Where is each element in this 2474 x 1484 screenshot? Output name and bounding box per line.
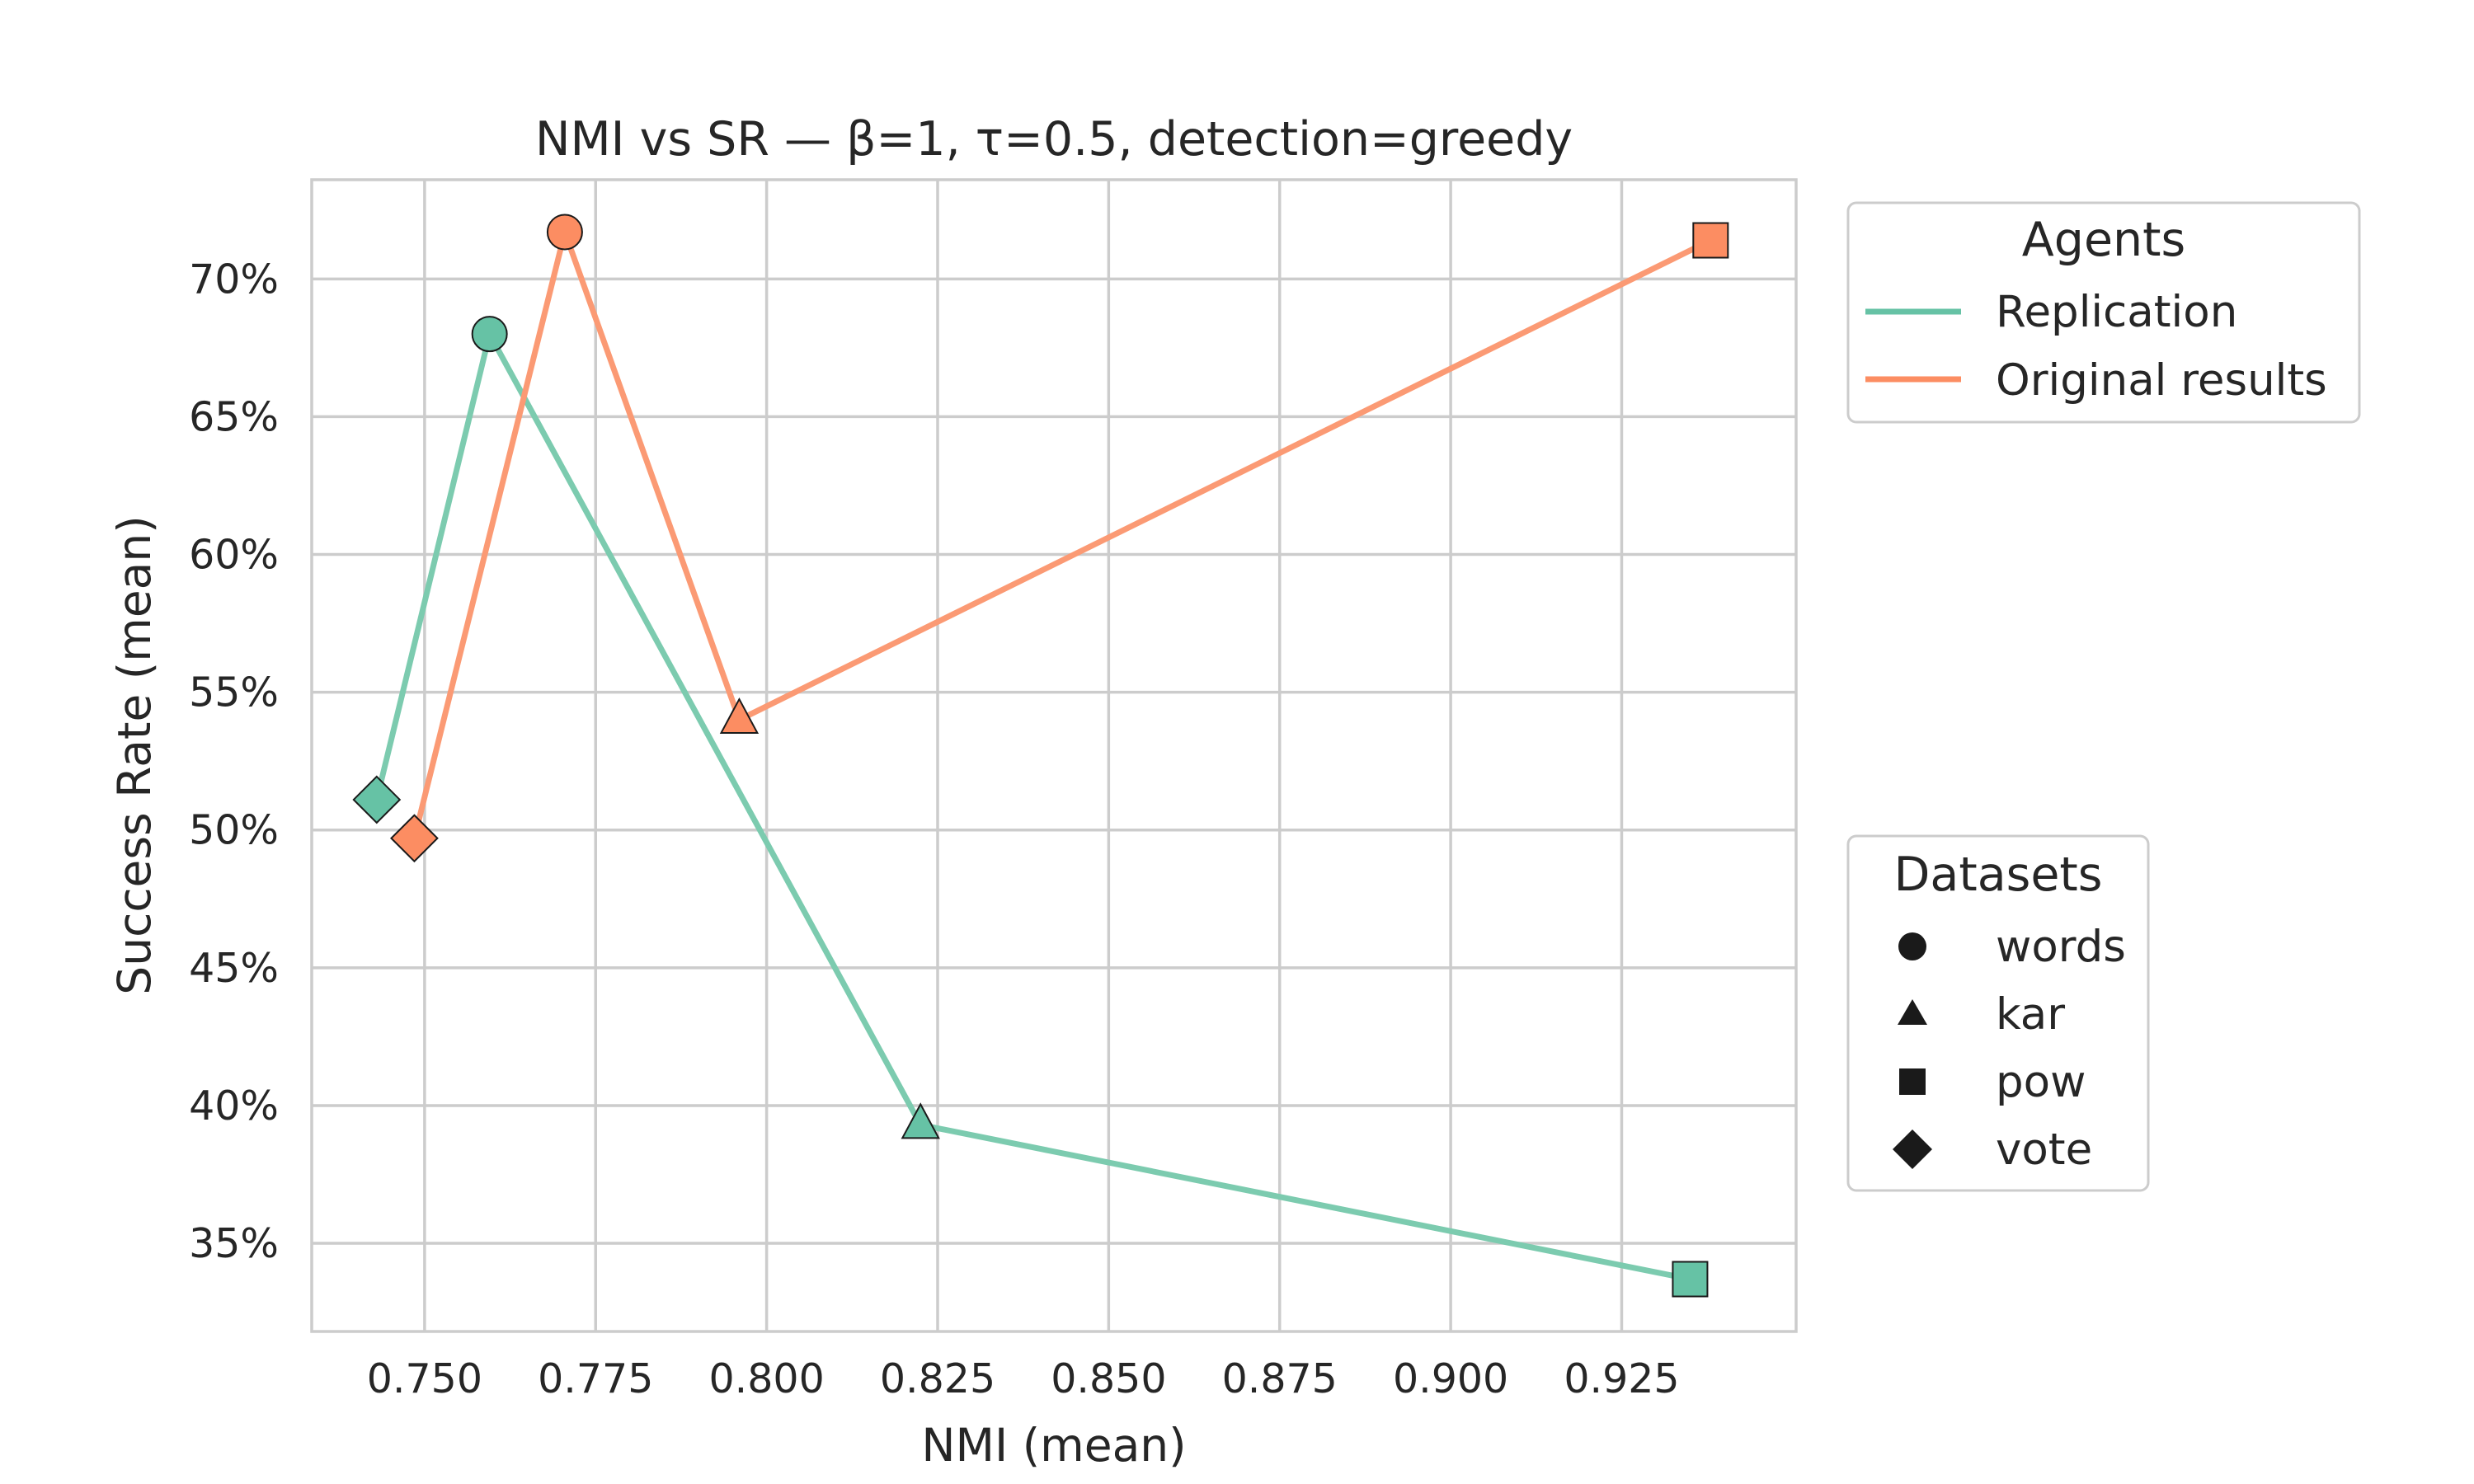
x-tick-label: 0.925 (1564, 1355, 1679, 1402)
legend-original-label: Original results (1996, 355, 2327, 406)
legend-agents-title: Agents (2022, 213, 2185, 267)
legend-agents: Agents Replication Original results (1846, 201, 2361, 424)
legend-diamond-marker (1893, 1129, 1932, 1169)
grid (312, 180, 1796, 1331)
y-tick-label: 60% (189, 532, 279, 579)
y-tick-label: 45% (189, 945, 279, 992)
y-axis-label: Success Rate (mean) (108, 515, 161, 994)
data-point-replication-vote (352, 775, 402, 824)
y-tick-label: 65% (189, 393, 279, 440)
y-tick-label: 70% (189, 256, 279, 303)
tick-labels: 0.750 0.775 0.800 0.825 0.850 0.875 0.900 0.925… (189, 256, 1680, 1402)
x-tick-label: 0.775 (538, 1355, 653, 1402)
legend-words-label: words (1996, 922, 2126, 972)
y-tick-label: 40% (189, 1082, 279, 1129)
legend-kar-label: kar (1996, 989, 2065, 1040)
legend-datasets-frame (1846, 834, 2150, 1192)
y-tick-label: 35% (189, 1220, 279, 1267)
legend-datasets: Datasets words kar pow vote (1846, 834, 2150, 1192)
chart-title: NMI vs SR — β=1, τ=0.5, detection=greedy (535, 112, 1573, 167)
plot-frame (310, 178, 1798, 1333)
x-axis-label: NMI (mean) (921, 1419, 1186, 1472)
data-point-replication-pow (1672, 1261, 1709, 1298)
data-point-replication-kar (901, 1102, 940, 1139)
legend-vote-label: vote (1996, 1125, 2092, 1175)
data-point-original-results-kar (719, 697, 760, 735)
series-line-original-results (411, 229, 1714, 842)
y-tick-label: 55% (189, 669, 279, 716)
legend-replication-label: Replication (1996, 287, 2237, 337)
series-layer (352, 214, 1729, 1298)
legend-datasets-title: Datasets (1894, 848, 2103, 902)
x-tick-label: 0.900 (1393, 1355, 1508, 1402)
data-point-original-results-words (546, 214, 583, 251)
series-line-replication (374, 331, 1693, 1282)
x-tick-label: 0.875 (1222, 1355, 1338, 1402)
legend-agents-frame (1846, 201, 2361, 424)
x-tick-label: 0.850 (1051, 1355, 1166, 1402)
legend-circle-marker (1898, 932, 1926, 960)
data-point-original-results-vote (390, 814, 439, 863)
data-point-original-results-pow (1692, 222, 1729, 259)
legend-pow-label: pow (1996, 1057, 2086, 1107)
y-tick-label: 50% (189, 807, 279, 854)
data-point-replication-words (471, 316, 508, 353)
x-tick-label: 0.800 (708, 1355, 824, 1402)
x-tick-label: 0.825 (880, 1355, 995, 1402)
legend-square-marker (1899, 1068, 1926, 1095)
legend-triangle-marker (1898, 999, 1927, 1025)
x-tick-label: 0.750 (367, 1355, 482, 1402)
